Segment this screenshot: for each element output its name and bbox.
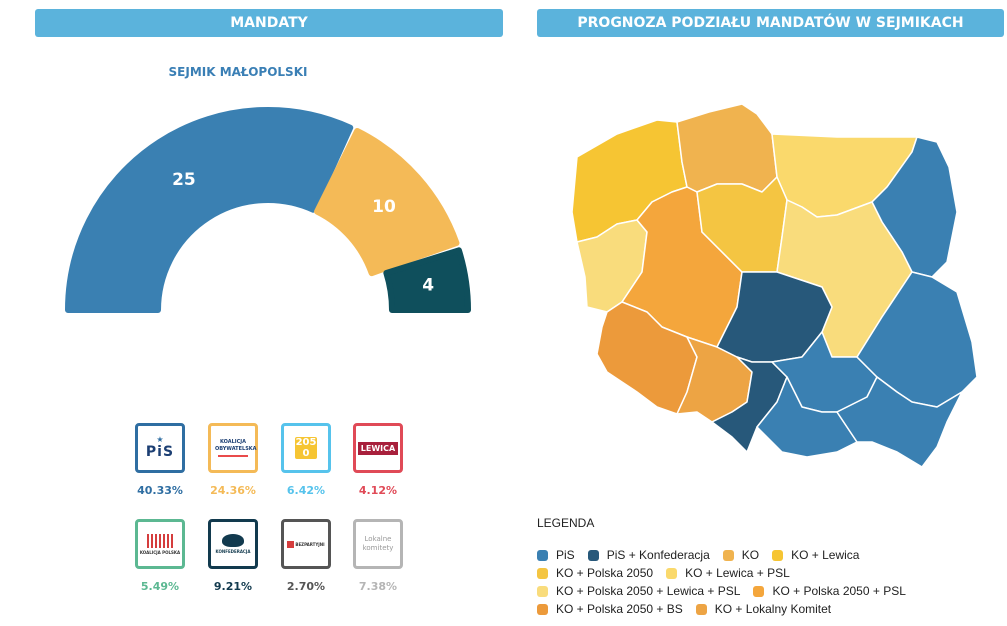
chart-title: SEJMIK MAŁOPOLSKI <box>168 65 308 79</box>
legend-item: KO + Polska 2050 + PSL <box>753 584 906 598</box>
legend-item: PiS <box>537 548 575 562</box>
ko-logo: KOALICJA OBYWATELSKA <box>208 423 258 473</box>
legend-title: LEGENDA <box>537 516 595 530</box>
polska2050-logo: 2050 <box>281 423 331 473</box>
legend-swatch <box>666 567 678 579</box>
party-percent: 24.36% <box>210 484 256 497</box>
legend-item: KO + Polska 2050 <box>537 566 653 580</box>
party-percent: 7.38% <box>358 580 398 593</box>
party-percent: 5.49% <box>140 580 180 593</box>
party-bezpartyjni: BEZPARTYJNI 2.70% <box>281 519 331 593</box>
lewica-logo: LEWICA <box>353 423 403 473</box>
legend-swatch <box>772 549 784 561</box>
party-ko: KOALICJA OBYWATELSKA 24.36% <box>208 423 258 497</box>
forecast-header: PROGNOZA PODZIAŁU MANDATÓW W SEJMIKACH <box>537 9 1004 37</box>
slice-label-pis: 25 <box>172 170 196 190</box>
legend-row: KO + Polska 2050 + Lewica + PSL KO + Pol… <box>537 584 919 598</box>
legend-item: KO + Polska 2050 + Lewica + PSL <box>537 584 740 598</box>
party-percent: 2.70% <box>286 580 326 593</box>
legend-swatch <box>537 567 548 579</box>
slice-label-konfederacja: 4 <box>422 276 434 296</box>
party-lewica: LEWICA 4.12% <box>353 423 403 497</box>
legend-item: KO + Lewica + PSL <box>666 566 790 580</box>
region-podkarpackie <box>836 376 963 468</box>
party-pis: ★ PiS 40.33% <box>135 423 185 497</box>
pis-logo: ★ PiS <box>135 423 185 473</box>
legend-row: PiS PiS + Konfederacja KO KO + Lewica <box>537 548 872 562</box>
legend-swatch <box>722 549 734 561</box>
legend-swatch <box>695 603 707 615</box>
slice-konfederacja <box>383 247 471 313</box>
legend-swatch <box>753 585 765 597</box>
koalicja-polska-logo: KOALICJA POLSKA <box>135 519 185 569</box>
legend-item: KO + Polska 2050 + BS <box>537 602 683 616</box>
party-polska2050: 2050 6.42% <box>281 423 331 497</box>
party-koalicja-polska: KOALICJA POLSKA 5.49% <box>135 519 185 593</box>
legend-item: PiS + Konfederacja <box>587 548 710 562</box>
party-percent: 9.21% <box>213 580 253 593</box>
legend-swatch <box>537 603 548 615</box>
slice-ko <box>314 127 460 277</box>
party-percent: 40.33% <box>137 484 183 497</box>
slice-pis <box>65 107 354 313</box>
slice-label-ko: 10 <box>372 197 396 217</box>
bezpartyjni-logo: BEZPARTYJNI <box>281 519 331 569</box>
konfederacja-logo: KONFEDERACJA <box>208 519 258 569</box>
lokalne-logo: Lokalne komitety <box>353 519 403 569</box>
region-pomorskie <box>676 103 778 193</box>
party-percent: 6.42% <box>286 484 326 497</box>
legend-swatch <box>587 549 599 561</box>
seat-donut-chart: 25 10 4 <box>65 107 471 313</box>
legend-item: KO + Lokalny Komitet <box>695 602 831 616</box>
legend-item: KO + Lewica <box>772 548 859 562</box>
legend-swatch <box>537 585 548 597</box>
party-konfederacja: KONFEDERACJA 9.21% <box>208 519 258 593</box>
region-małopolskie <box>756 376 858 458</box>
party-percent: 4.12% <box>358 484 398 497</box>
legend-row: KO + Polska 2050 KO + Lewica + PSL <box>537 566 803 580</box>
poland-map <box>571 103 978 468</box>
party-lokalne: Lokalne komitety 7.38% <box>353 519 403 593</box>
legend-item: KO <box>722 548 759 562</box>
legend-row: KO + Polska 2050 + BS KO + Lokalny Komit… <box>537 602 844 616</box>
legend-swatch <box>537 549 548 561</box>
mandaty-header: MANDATY <box>35 9 503 37</box>
